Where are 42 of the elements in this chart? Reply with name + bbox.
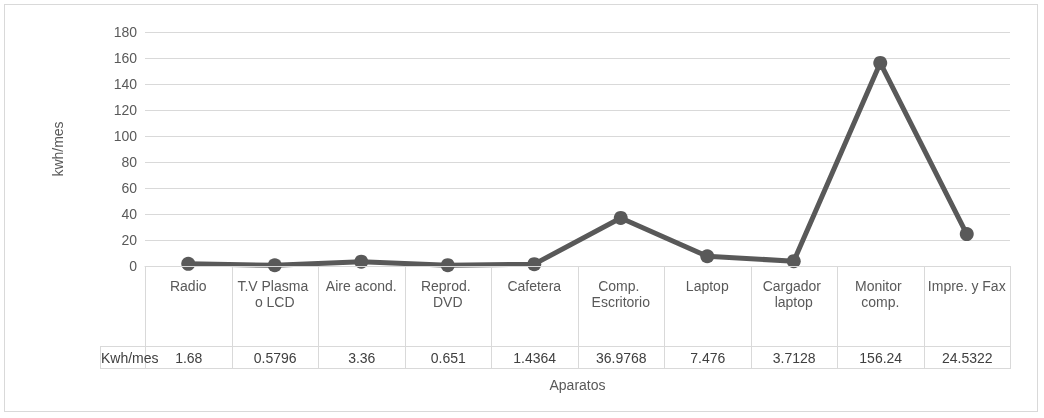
y-tick-label: 100 xyxy=(113,128,138,144)
y-tick-label: 60 xyxy=(121,180,138,196)
point xyxy=(700,249,715,264)
data-label: 36.9768 xyxy=(578,346,665,369)
x-tick-label: T.V Plasma o LCD xyxy=(237,278,313,310)
point xyxy=(786,254,801,269)
y-tick-label: 160 xyxy=(113,50,138,66)
y-tick-label: 80 xyxy=(121,154,138,170)
point xyxy=(527,257,542,272)
y-tick-label: 140 xyxy=(113,76,138,92)
point xyxy=(354,254,369,269)
data-label: 1.4364 xyxy=(491,346,578,369)
y-tick-label: 0 xyxy=(129,258,138,274)
point xyxy=(613,210,628,225)
point xyxy=(959,227,974,242)
data-label: 3.36 xyxy=(318,346,405,369)
y-tick-label: 40 xyxy=(121,206,138,222)
y-tick-label: 120 xyxy=(113,102,138,118)
x-tick-label: Cafetera xyxy=(507,278,562,294)
data-label: 24.5322 xyxy=(924,346,1011,369)
x-tick-label: Cargador laptop xyxy=(762,278,825,310)
data-label: 7.476 xyxy=(664,346,751,369)
y-axis-title: kwh/mes xyxy=(50,121,66,177)
y-tick-label: 180 xyxy=(113,24,138,40)
data-label: 0.651 xyxy=(405,346,492,369)
point xyxy=(181,256,196,271)
x-tick-label: Aire acond. xyxy=(325,278,397,294)
data-label: 1.68 xyxy=(175,349,203,366)
x-tick-label: Monitor comp. xyxy=(854,278,906,310)
point xyxy=(873,55,888,70)
point xyxy=(267,258,282,273)
y-tick-label: 20 xyxy=(121,232,138,248)
x-tick-label: Reprod. DVD xyxy=(420,278,475,310)
x-axis-title: Aparatos xyxy=(549,377,606,393)
x-tick-label: Radio xyxy=(169,278,207,294)
x-tick-label: Impre. y Fax xyxy=(927,278,1006,294)
x-tick-label: Laptop xyxy=(685,278,729,294)
data-label: 3.7128 xyxy=(751,346,838,369)
x-tick-label: Comp. Escritorio xyxy=(591,278,651,310)
point xyxy=(440,258,455,273)
data-label: 0.5796 xyxy=(232,346,319,369)
data-label: 156.24 xyxy=(837,346,924,369)
